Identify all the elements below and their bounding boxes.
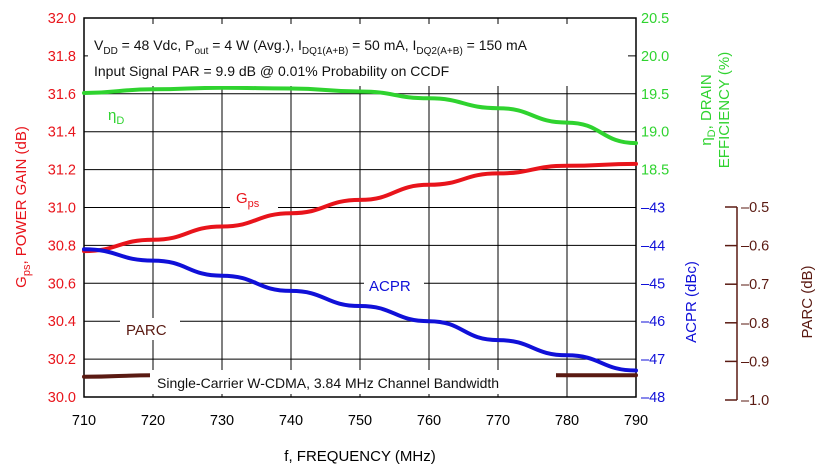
- series-line-acpr: [82, 247, 638, 373]
- acpr-tick-label: –47: [641, 352, 665, 368]
- efficiency-axis-label-line1: ηD, DRAIN: [698, 74, 718, 145]
- x-tick-label: 730: [210, 413, 234, 429]
- left-tick-label: 30.0: [48, 390, 76, 406]
- left-tick-label: 31.8: [48, 49, 76, 65]
- parc-tick-label: –0.7: [741, 277, 769, 293]
- left-tick-label: 31.4: [48, 125, 76, 141]
- left-tick-label: 30.6: [48, 276, 76, 292]
- conditions-line-2: Input Signal PAR = 9.9 dB @ 0.01% Probab…: [94, 63, 449, 79]
- conditions-line-1: VDD = 48 Vdc, Pout = 4 W (Avg.), IDQ1(A+…: [94, 37, 528, 57]
- left-axis-label-group: Gps, POWER GAIN (dB): [13, 126, 33, 288]
- left-tick-label: 30.2: [48, 352, 76, 368]
- acpr-axis-label: ACPR (dBc): [683, 261, 700, 343]
- acpr-axis-label-group: ACPR (dBc): [683, 261, 700, 343]
- footer-note: Single-Carrier W-CDMA, 3.84 MHz Channel …: [157, 375, 499, 391]
- acpr-tick-label: –48: [641, 390, 665, 406]
- footer-note-box: [150, 370, 556, 394]
- x-tick-label: 760: [417, 413, 441, 429]
- parc-series-label: PARC: [126, 322, 167, 339]
- x-tick-label: 780: [555, 413, 579, 429]
- parc-tick-label: –1.0: [741, 393, 769, 409]
- left-tick-label: 30.4: [48, 314, 76, 330]
- parc-tick-label: –0.8: [741, 316, 769, 332]
- efficiency-tick-label: 18.5: [641, 163, 669, 179]
- parc-axis-label: PARC (dB): [799, 265, 816, 338]
- left-tick-label: 30.8: [48, 238, 76, 254]
- efficiency-axis-label-group: ηD, DRAIN EFFICIENCY (%): [698, 52, 733, 168]
- x-axis-label: f, FREQUENCY (MHz): [284, 448, 435, 465]
- series-line-: [82, 85, 638, 146]
- acpr-tick-label: –44: [641, 238, 665, 254]
- x-tick-label: 790: [624, 413, 648, 429]
- x-tick-label: 710: [72, 413, 96, 429]
- efficiency-tick-label: 19.0: [641, 125, 669, 141]
- acpr-tick-label: –46: [641, 314, 665, 330]
- parc-axis-label-group: PARC (dB): [799, 265, 816, 338]
- parc-tick-label: –0.9: [741, 354, 769, 370]
- efficiency-tick-label: 20.0: [641, 49, 669, 65]
- x-tick-label: 720: [141, 413, 165, 429]
- acpr-series-label: ACPR: [369, 278, 411, 295]
- gain-series-label: Gps: [236, 190, 260, 210]
- parc-tick-label: –0.6: [741, 239, 769, 255]
- series-line-g: [82, 161, 638, 254]
- gain-label-bg: [230, 186, 278, 210]
- acpr-label-bg: [364, 274, 424, 296]
- left-tick-label: 31.2: [48, 163, 76, 179]
- efficiency-tick-label: 19.5: [641, 87, 669, 103]
- left-axis-label: Gps, POWER GAIN (dB): [13, 126, 33, 288]
- parc-label-bg: [120, 318, 180, 340]
- conditions-box: [88, 24, 628, 86]
- acpr-tick-label: –43: [641, 201, 665, 217]
- acpr-tick-label: –45: [641, 276, 665, 292]
- x-tick-label: 740: [279, 413, 303, 429]
- efficiency-tick-label: 20.5: [641, 11, 669, 27]
- left-tick-label: 31.0: [48, 201, 76, 217]
- left-tick-label: 31.6: [48, 87, 76, 103]
- x-tick-label: 770: [486, 413, 510, 429]
- efficiency-axis-label-line2: EFFICIENCY (%): [716, 52, 733, 168]
- efficiency-series-label: ηD: [108, 107, 124, 127]
- parc-tick-label: –0.5: [741, 200, 769, 216]
- left-tick-label: 32.0: [48, 11, 76, 27]
- x-tick-label: 750: [348, 413, 372, 429]
